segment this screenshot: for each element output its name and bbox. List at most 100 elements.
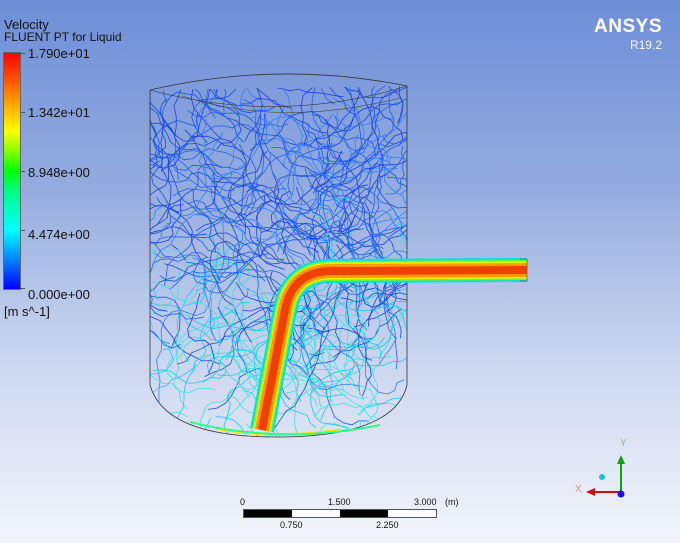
- axis-y-label: Y: [620, 438, 627, 449]
- streamline: [329, 86, 360, 129]
- streamline: [368, 289, 407, 382]
- streamline: [375, 163, 407, 226]
- streamline: [223, 374, 268, 438]
- streamline: [344, 356, 392, 381]
- streamline: [150, 298, 220, 365]
- streamline: [156, 86, 197, 169]
- streamline: [232, 144, 344, 223]
- streamline: [187, 293, 215, 374]
- streamline: [238, 340, 306, 391]
- streamline: [294, 283, 407, 367]
- legend-units: [m s^-1]: [4, 304, 50, 319]
- streamline: [254, 124, 326, 178]
- legend-tick: 8.948e+00: [28, 165, 90, 180]
- axis-x-label: X: [575, 484, 582, 495]
- streamline: [182, 262, 277, 306]
- streamline: [150, 381, 188, 427]
- streamline: [378, 260, 407, 309]
- streamline: [150, 86, 200, 142]
- streamline: [184, 129, 240, 256]
- streamline: [192, 257, 217, 342]
- streamline: [289, 305, 364, 400]
- streamline: [150, 119, 166, 185]
- streamline: [384, 263, 407, 308]
- streamline: [150, 280, 221, 365]
- tank-outline: [149, 86, 408, 438]
- streamline: [150, 291, 174, 375]
- streamline: [312, 98, 407, 140]
- streamline: [309, 106, 404, 146]
- streamline: [287, 147, 344, 196]
- streamline: [150, 189, 194, 272]
- streamline: [204, 132, 293, 192]
- streamline: [190, 86, 313, 147]
- streamline: [210, 86, 293, 110]
- streamline: [362, 205, 407, 308]
- streamline: [182, 86, 275, 114]
- streamline: [379, 86, 407, 148]
- streamline: [370, 250, 407, 292]
- streamline: [211, 180, 286, 255]
- streamline: [385, 145, 405, 195]
- streamline: [150, 226, 206, 236]
- streamline: [300, 291, 360, 391]
- streamline: [341, 86, 361, 122]
- streamline: [345, 301, 382, 359]
- tank-top-rim-front: [149, 85, 408, 107]
- streamline: [150, 156, 170, 239]
- scale-label: 0: [240, 497, 245, 507]
- streamline: [331, 156, 399, 228]
- streamline: [176, 148, 254, 216]
- streamline: [181, 86, 241, 115]
- streamline: [256, 116, 336, 146]
- streamline: [283, 134, 353, 169]
- inlet-pipe-jet: [250, 258, 528, 433]
- streamline: [150, 252, 209, 320]
- streamline: [255, 195, 296, 265]
- streamline: [240, 114, 261, 235]
- version-label: R19.2: [629, 38, 662, 52]
- streamline: [270, 190, 320, 253]
- streamline: [315, 340, 375, 416]
- scale-label: 3.000: [414, 497, 437, 507]
- streamline: [358, 89, 407, 209]
- scale-label: 0.750: [280, 520, 303, 530]
- streamline: [218, 271, 280, 346]
- streamline: [230, 296, 306, 380]
- streamline: [355, 286, 373, 361]
- streamline: [218, 269, 241, 361]
- streamline: [274, 171, 324, 208]
- scale-segment: [340, 510, 388, 517]
- streamline: [189, 135, 285, 270]
- streamline: [260, 215, 355, 240]
- streamline: [304, 197, 354, 292]
- streamline: [160, 118, 208, 238]
- streamline: [240, 97, 329, 134]
- streamline: [306, 86, 355, 148]
- streamline: [192, 163, 222, 252]
- streamline: [251, 86, 304, 240]
- streamline: [150, 243, 170, 345]
- streamline: [400, 416, 407, 438]
- streamline: [244, 86, 263, 142]
- tick-mark: [20, 53, 25, 54]
- streamline: [381, 295, 407, 322]
- streamline: [155, 236, 270, 334]
- streamline: [203, 200, 346, 284]
- streamline: [174, 314, 212, 379]
- streamline: [326, 285, 381, 351]
- streamline: [383, 160, 407, 218]
- legend-tick: 1.342e+01: [28, 105, 90, 120]
- streamline: [299, 244, 338, 329]
- streamline: [150, 316, 188, 409]
- streamline: [150, 86, 224, 178]
- streamline: [163, 204, 230, 287]
- streamline: [150, 205, 163, 255]
- streamline: [296, 184, 369, 229]
- streamline: [175, 99, 265, 212]
- streamline: [246, 184, 331, 266]
- streamline: [277, 115, 339, 253]
- streamline: [176, 311, 323, 365]
- streamline: [293, 152, 331, 229]
